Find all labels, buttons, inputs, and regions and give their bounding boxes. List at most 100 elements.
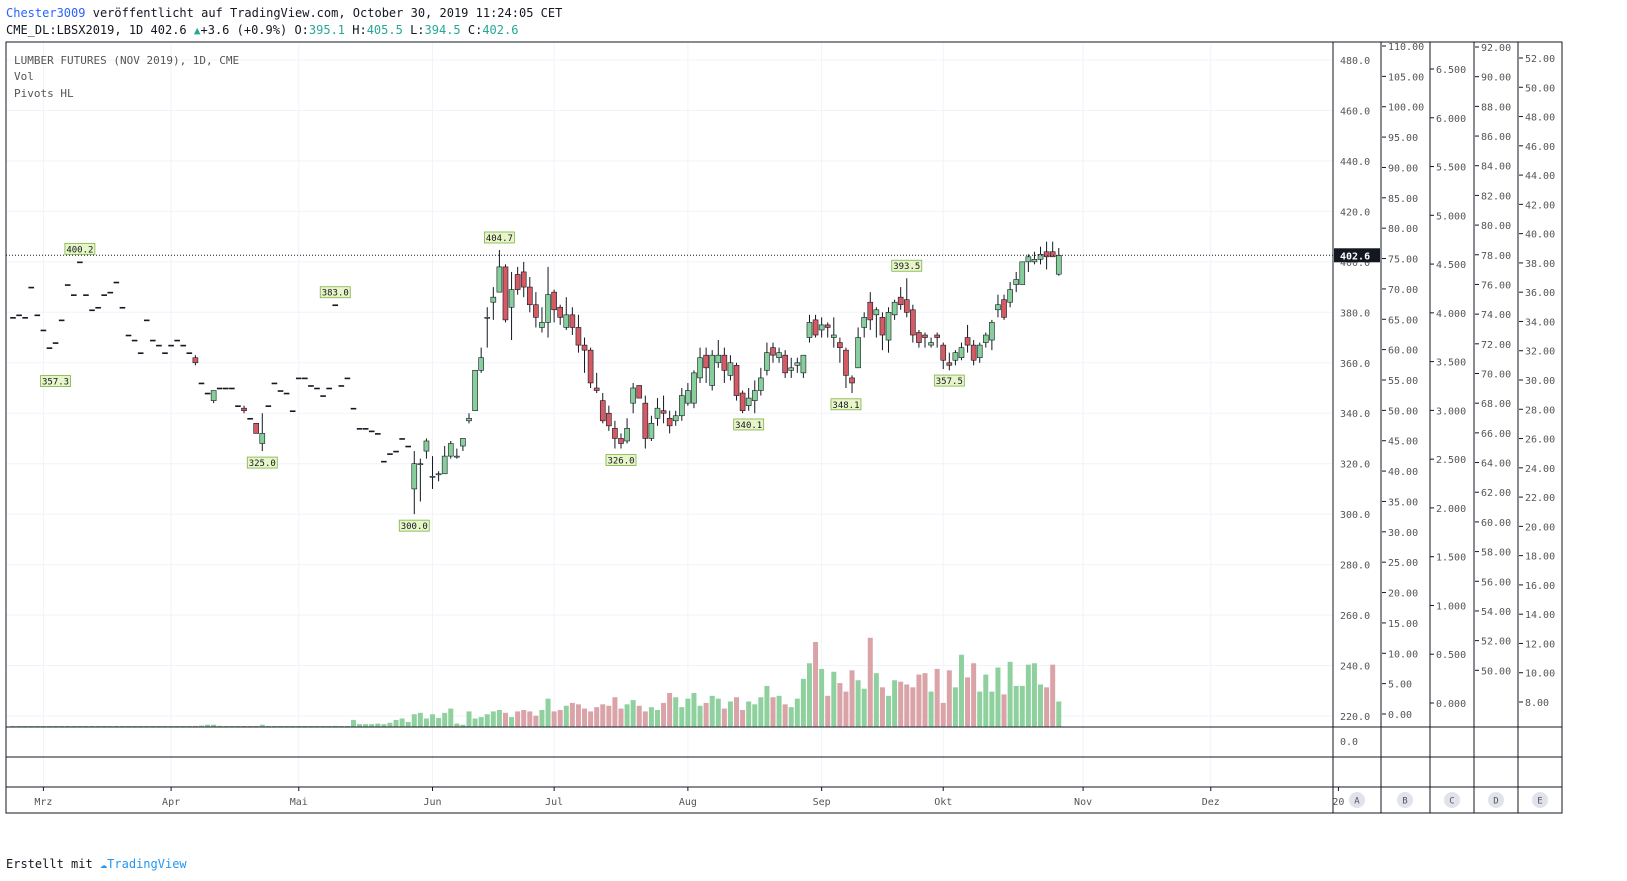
scale-button-d[interactable] bbox=[1488, 792, 1504, 808]
chart-legend: LUMBER FUTURES (NOV 2019), 1D, CME Vol P… bbox=[14, 54, 239, 100]
axis-d-tick-2: 88.00 bbox=[1481, 102, 1511, 113]
volume-bar bbox=[393, 719, 399, 727]
candle-body bbox=[685, 390, 691, 404]
axis-d-tick-6: 80.00 bbox=[1481, 221, 1511, 232]
volume-bar bbox=[478, 717, 484, 727]
candle-body bbox=[624, 428, 630, 442]
candle-body bbox=[447, 443, 454, 457]
axis-d-tick-17: 58.00 bbox=[1481, 548, 1511, 559]
volume-bar bbox=[898, 681, 904, 727]
axis-b-tick-2: 100.00 bbox=[1388, 103, 1424, 114]
author-link[interactable]: Chester3009 bbox=[6, 6, 86, 20]
scale-button-b[interactable] bbox=[1397, 792, 1413, 808]
time-label-1: Apr bbox=[162, 797, 180, 808]
axis-e-tick-14: 24.00 bbox=[1525, 464, 1555, 475]
candle-body bbox=[83, 294, 89, 296]
footer-brand[interactable]: TradingView bbox=[107, 857, 187, 871]
change-value: +3.6 (+0.9%) bbox=[200, 23, 288, 37]
candle-body bbox=[143, 319, 150, 322]
axis-b-tick-13: 45.00 bbox=[1388, 437, 1418, 448]
close-value: 402.6 bbox=[482, 23, 519, 37]
candle-body bbox=[399, 438, 405, 440]
candle-body bbox=[1055, 254, 1062, 275]
candle-body bbox=[940, 344, 947, 361]
volume-bar bbox=[867, 637, 873, 727]
axis-d-tick-20: 52.00 bbox=[1481, 637, 1511, 648]
candle-body bbox=[952, 352, 959, 361]
scale-button-e[interactable] bbox=[1532, 792, 1548, 808]
axis-e-tick-9: 34.00 bbox=[1525, 317, 1555, 328]
candle-body bbox=[271, 382, 278, 385]
candle-body bbox=[800, 354, 807, 374]
candle-body bbox=[782, 354, 788, 374]
time-label-5: Aug bbox=[679, 797, 697, 808]
candle-body bbox=[648, 423, 655, 439]
pivot-box-3 bbox=[246, 456, 278, 469]
lower-pane-zero: 0.0 bbox=[1340, 737, 1358, 748]
volume-bar bbox=[211, 724, 217, 727]
candle-body bbox=[1037, 253, 1044, 260]
candle-body bbox=[976, 344, 983, 359]
volume-bar bbox=[922, 673, 928, 727]
scale-button-a[interactable] bbox=[1349, 792, 1365, 808]
axis-e-tick-5: 42.00 bbox=[1525, 200, 1555, 211]
axis-b-tick-12: 50.00 bbox=[1388, 406, 1418, 417]
volume-bars bbox=[10, 637, 1062, 727]
axis-b-tick-10: 60.00 bbox=[1388, 346, 1418, 357]
axis-b-tick-22: 0.00 bbox=[1388, 710, 1412, 721]
candle-body bbox=[289, 410, 296, 413]
volume-bar bbox=[527, 711, 533, 727]
price-axes: 480.0 460.0 440.0 420.0 400.0 380.0 360.0 340.0… bbox=[1340, 42, 1555, 723]
candle-body bbox=[40, 329, 47, 332]
candle-body bbox=[320, 395, 326, 397]
volume-bar bbox=[703, 702, 709, 727]
volume-bar bbox=[1007, 661, 1013, 727]
volume-bar bbox=[606, 705, 612, 727]
candle-body bbox=[1031, 259, 1038, 263]
candle-body bbox=[259, 433, 266, 444]
volume-bar bbox=[1013, 685, 1019, 727]
high-value: 405.5 bbox=[366, 23, 403, 37]
volume-bar bbox=[849, 670, 855, 727]
pivot-box-8 bbox=[830, 398, 862, 411]
time-label-9: Dez bbox=[1202, 797, 1220, 808]
candle-body bbox=[964, 337, 971, 346]
volume-bar bbox=[965, 677, 971, 727]
volume-bar bbox=[831, 671, 837, 727]
publish-header: Chester3009 veröffentlicht auf TradingVi… bbox=[6, 6, 562, 20]
pivot-box-5 bbox=[483, 231, 515, 244]
price-tick-5: 380.0 bbox=[1340, 308, 1370, 319]
axis-d-tick-4: 84.00 bbox=[1481, 162, 1511, 173]
axis-b-tick-16: 30.00 bbox=[1388, 528, 1418, 539]
axis-b-tick-8: 70.00 bbox=[1388, 285, 1418, 296]
volume-bar bbox=[861, 688, 867, 727]
scale-buttons[interactable]: A B C D E bbox=[1349, 792, 1548, 808]
candle-body bbox=[891, 301, 898, 316]
candle-body bbox=[107, 291, 114, 294]
volume-bar bbox=[648, 707, 654, 727]
candle-body bbox=[1019, 261, 1026, 285]
volume-bar bbox=[1025, 664, 1031, 727]
candle-body bbox=[654, 407, 661, 419]
volume-bar bbox=[715, 698, 721, 727]
volume-bar bbox=[721, 708, 727, 727]
candle-body bbox=[672, 415, 679, 422]
candle-body bbox=[806, 322, 813, 338]
pivot-label-5: 404.7 bbox=[486, 234, 513, 244]
candle-body bbox=[745, 397, 752, 406]
candle-body bbox=[28, 286, 35, 289]
axis-e-tick-7: 38.00 bbox=[1525, 259, 1555, 270]
volume-bar bbox=[545, 698, 551, 727]
volume-bar bbox=[667, 693, 673, 727]
candle-body bbox=[216, 387, 223, 390]
price-tick-3: 420.0 bbox=[1340, 207, 1370, 218]
volume-bar bbox=[375, 723, 381, 727]
candle-body bbox=[508, 289, 515, 308]
pivot-box-6 bbox=[605, 454, 637, 466]
volume-bar bbox=[800, 678, 806, 727]
candle-body bbox=[119, 306, 126, 309]
candle-body bbox=[308, 385, 314, 387]
candle-body bbox=[89, 309, 95, 312]
scale-button-c[interactable] bbox=[1444, 792, 1460, 808]
